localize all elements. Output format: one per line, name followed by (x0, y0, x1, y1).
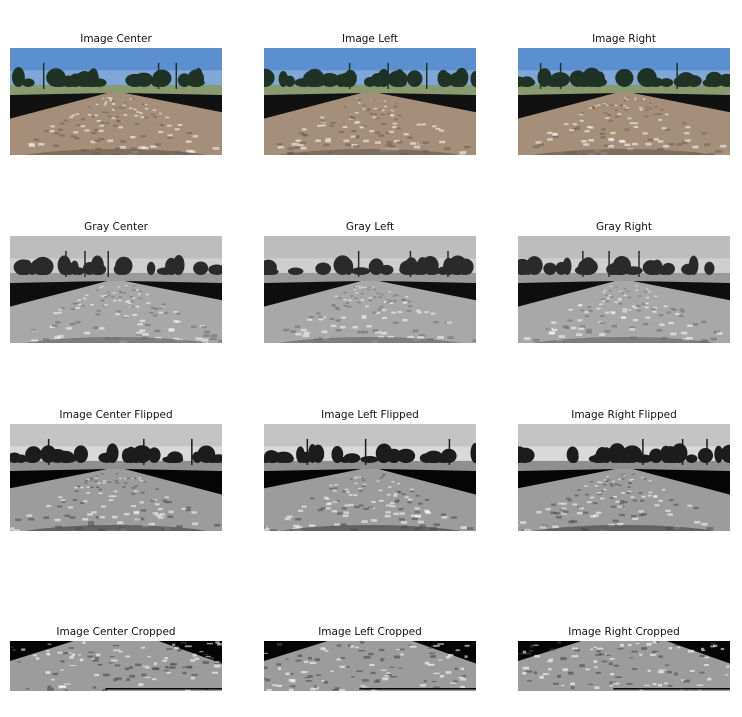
panel-image (264, 641, 476, 691)
panel-title: Gray Left (264, 221, 476, 233)
panel-image (10, 424, 222, 531)
panel-title: Image Left Flipped (264, 409, 476, 421)
panel-title: Image Right (518, 33, 730, 45)
road-image (264, 641, 476, 691)
road-image (518, 424, 730, 531)
panel-image (264, 236, 476, 343)
panel-title: Image Center (10, 33, 222, 45)
road-image (518, 236, 730, 343)
road-image (10, 641, 222, 691)
panel-title: Image Left (264, 33, 476, 45)
panel-title: Image Center Flipped (10, 409, 222, 421)
panel-image (518, 641, 730, 691)
road-image (518, 641, 730, 691)
panel-image (10, 236, 222, 343)
panel-image (518, 424, 730, 531)
road-image (10, 48, 222, 155)
panel-image (10, 641, 222, 691)
road-image (10, 424, 222, 531)
panel-image (518, 48, 730, 155)
panel-image (264, 48, 476, 155)
panel-image (518, 236, 730, 343)
panel-image (264, 424, 476, 531)
panel-title: Gray Center (10, 221, 222, 233)
road-image (264, 424, 476, 531)
road-image (10, 236, 222, 343)
road-image (264, 48, 476, 155)
panel-title: Image Center Cropped (10, 626, 222, 638)
road-image (264, 236, 476, 343)
panel-image (10, 48, 222, 155)
panel-title: Image Right Flipped (518, 409, 730, 421)
panel-title: Gray Right (518, 221, 730, 233)
road-image (518, 48, 730, 155)
panel-title: Image Right Cropped (518, 626, 730, 638)
panel-title: Image Left Cropped (264, 626, 476, 638)
